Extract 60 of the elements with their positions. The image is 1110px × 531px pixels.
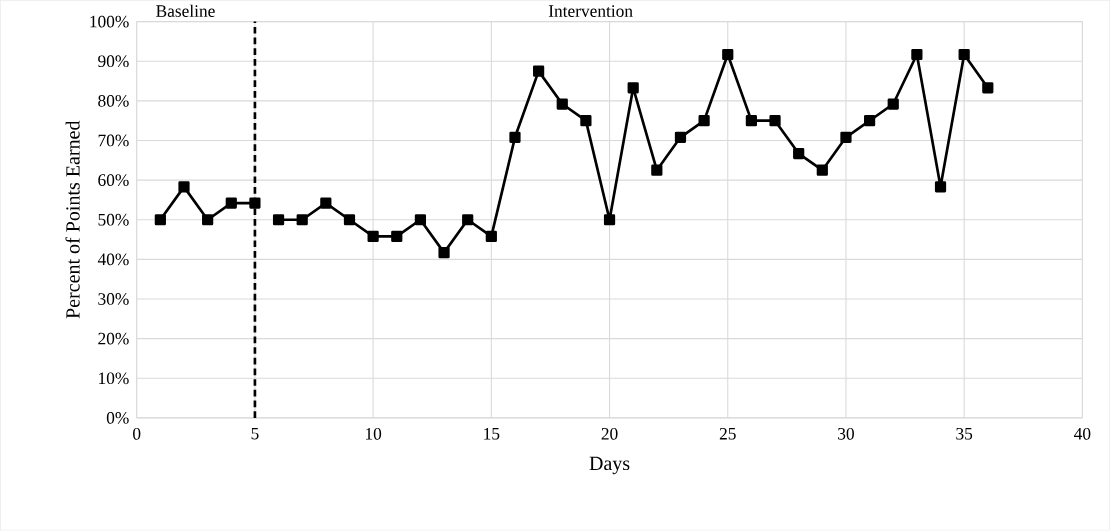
y-tick-label: 40% — [97, 253, 129, 266]
point — [840, 131, 852, 144]
x-tick-label: 10 — [365, 428, 382, 440]
x-axis-title: Days — [589, 457, 630, 475]
x-tick-label: 40 — [1074, 428, 1091, 440]
y-tick-label: 10% — [99, 372, 129, 385]
point — [934, 181, 947, 193]
point — [603, 214, 616, 226]
point — [202, 214, 214, 226]
point — [911, 49, 923, 61]
point — [982, 82, 994, 94]
point — [272, 214, 285, 226]
point — [438, 247, 450, 259]
point — [722, 49, 734, 61]
point — [414, 214, 427, 226]
y-tick-label: 80% — [98, 95, 129, 107]
point — [863, 115, 876, 127]
point — [462, 214, 474, 226]
x-tick-label: 25 — [719, 428, 736, 440]
y-tick-label: 100% — [90, 15, 129, 28]
x-tick-label: 35 — [956, 428, 973, 440]
point — [533, 65, 545, 77]
point — [651, 164, 663, 177]
point — [154, 214, 166, 226]
y-tick-label: 90% — [98, 55, 129, 68]
point — [793, 148, 805, 160]
y-tick-label: 0% — [106, 412, 129, 424]
point — [580, 115, 592, 127]
point — [674, 131, 687, 144]
point — [887, 98, 899, 110]
point — [296, 214, 308, 226]
text: Intervention — [548, 5, 633, 18]
point — [178, 181, 190, 193]
y-tick-label: 70% — [98, 134, 129, 147]
point — [509, 131, 521, 144]
x-tick-label: 5 — [251, 428, 259, 440]
y-axis-title: Percent of Points Earned — [65, 120, 80, 319]
text: Baseline — [156, 4, 215, 18]
point — [769, 115, 781, 127]
point — [225, 197, 237, 209]
point — [556, 98, 568, 110]
point — [485, 231, 497, 243]
point — [367, 231, 379, 243]
x-tick-label: 30 — [838, 428, 854, 440]
x-tick-label: 0 — [133, 428, 141, 440]
point — [698, 115, 710, 127]
y-tick-label: 60% — [98, 174, 129, 187]
point — [320, 197, 332, 209]
point — [816, 164, 828, 177]
y-tick-label: 30% — [98, 293, 129, 306]
point — [391, 231, 403, 243]
point — [958, 49, 970, 61]
point — [745, 115, 757, 127]
point — [343, 214, 356, 226]
x-tick-label: 15 — [484, 428, 500, 440]
x-tick-label: 20 — [601, 428, 618, 440]
y-tick-label: 20% — [98, 332, 129, 345]
point — [249, 197, 261, 209]
point — [627, 82, 639, 94]
y-tick-label: 50% — [98, 214, 129, 226]
